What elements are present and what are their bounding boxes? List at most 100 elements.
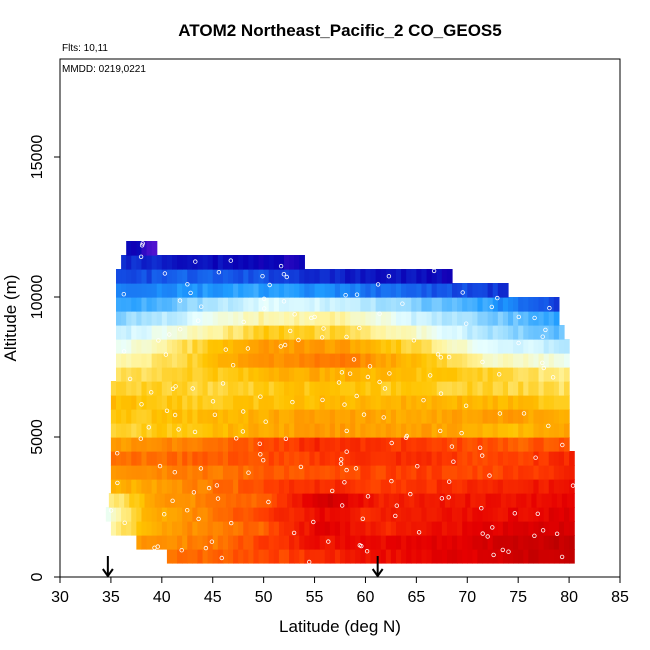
heatmap-cell bbox=[416, 283, 423, 298]
heatmap-cell bbox=[116, 269, 122, 284]
observation-point bbox=[344, 428, 349, 434]
heatmap-cell bbox=[390, 367, 397, 382]
heatmap-cell bbox=[116, 381, 122, 396]
heatmap-cell bbox=[136, 409, 143, 424]
heatmap-cell bbox=[558, 381, 565, 396]
observation-point bbox=[447, 479, 452, 484]
heatmap-cell bbox=[228, 409, 234, 424]
heatmap-cell bbox=[299, 535, 305, 550]
heatmap-cell bbox=[192, 451, 199, 466]
heatmap-cell bbox=[166, 381, 173, 396]
heatmap-cell bbox=[131, 465, 137, 480]
heatmap-cell bbox=[467, 409, 473, 424]
heatmap-cell bbox=[233, 367, 239, 382]
heatmap-cell bbox=[228, 297, 234, 312]
heatmap-cell bbox=[345, 423, 351, 438]
heatmap-cell bbox=[421, 521, 428, 536]
heatmap-cell bbox=[431, 381, 438, 396]
heatmap-cell bbox=[166, 409, 173, 424]
heatmap-cell bbox=[462, 451, 468, 466]
heatmap-cell bbox=[289, 269, 295, 284]
heatmap-cell bbox=[324, 451, 331, 466]
heatmap-cell bbox=[268, 311, 275, 326]
heatmap-cell bbox=[192, 521, 199, 536]
heatmap-cell bbox=[253, 367, 260, 382]
heatmap-cell bbox=[446, 283, 453, 298]
heatmap-cell bbox=[441, 507, 448, 522]
heatmap-cell bbox=[309, 423, 316, 438]
heatmap-cell bbox=[278, 339, 285, 354]
heatmap-cell bbox=[238, 311, 244, 326]
heatmap-cell bbox=[309, 409, 316, 424]
heatmap-cell bbox=[108, 493, 115, 508]
heatmap-cell bbox=[452, 521, 458, 536]
heatmap-cell bbox=[482, 353, 489, 368]
heatmap-cell bbox=[187, 409, 193, 424]
heatmap-cell bbox=[462, 311, 468, 326]
heatmap-cell bbox=[467, 423, 473, 438]
heatmap-cell bbox=[233, 465, 239, 480]
heatmap-cell bbox=[360, 437, 367, 452]
heatmap-cell bbox=[396, 339, 402, 354]
heatmap-cell bbox=[329, 297, 336, 312]
observation-point bbox=[140, 241, 145, 246]
heatmap-cell bbox=[319, 535, 326, 550]
y-axis-label: Altitude (m) bbox=[1, 275, 20, 362]
heatmap-cell bbox=[375, 479, 382, 494]
heatmap-cell bbox=[355, 339, 361, 354]
heatmap-cell bbox=[228, 549, 234, 564]
heatmap-cell bbox=[182, 353, 188, 368]
heatmap-cell bbox=[268, 325, 275, 340]
heatmap-cell bbox=[284, 353, 290, 368]
heatmap-cell bbox=[161, 283, 168, 298]
heatmap-cell bbox=[441, 423, 448, 438]
heatmap-cell bbox=[401, 367, 407, 382]
heatmap-cell bbox=[268, 255, 275, 270]
heatmap-cell bbox=[324, 549, 331, 564]
heatmap-cell bbox=[309, 381, 316, 396]
heatmap-cell bbox=[462, 479, 468, 494]
heatmap-cell bbox=[284, 507, 290, 522]
observation-point bbox=[210, 399, 216, 404]
heatmap-cell bbox=[564, 409, 570, 424]
heatmap-cell bbox=[192, 549, 199, 564]
heatmap-cell bbox=[457, 297, 463, 312]
heatmap-cell bbox=[166, 465, 173, 480]
heatmap-cell bbox=[334, 437, 341, 452]
heatmap-cell bbox=[516, 493, 522, 508]
heatmap-cell bbox=[472, 423, 479, 438]
heatmap-cell bbox=[523, 423, 529, 438]
heatmap-cell bbox=[441, 297, 448, 312]
heatmap-cell bbox=[492, 437, 499, 452]
heatmap-cell bbox=[452, 381, 458, 396]
heatmap-cell bbox=[141, 465, 148, 480]
heatmap-cell bbox=[462, 409, 468, 424]
heatmap-cell bbox=[472, 521, 479, 536]
heatmap-cell bbox=[202, 255, 209, 270]
heatmap-cell bbox=[289, 339, 295, 354]
heatmap-cell bbox=[436, 395, 443, 410]
heatmap-cell bbox=[558, 521, 565, 536]
heatmap-cell bbox=[446, 549, 453, 564]
heatmap-cell bbox=[350, 507, 356, 522]
heatmap-cell bbox=[126, 395, 132, 410]
heatmap-cell bbox=[263, 283, 270, 298]
observation-point bbox=[438, 355, 444, 360]
heatmap-cell bbox=[243, 451, 249, 466]
heatmap-cell bbox=[431, 325, 438, 340]
heatmap-cell bbox=[513, 521, 519, 536]
heatmap-cell bbox=[304, 311, 311, 326]
heatmap-cell bbox=[294, 535, 300, 550]
heatmap-cell bbox=[329, 381, 336, 396]
observation-point bbox=[351, 357, 357, 362]
heatmap-cell bbox=[497, 353, 504, 368]
heatmap-cell bbox=[370, 507, 377, 522]
observation-point bbox=[516, 340, 521, 346]
heatmap-cell bbox=[136, 437, 143, 452]
heatmap-cell bbox=[156, 437, 163, 452]
heatmap-cell bbox=[146, 255, 153, 270]
observation-point bbox=[291, 530, 297, 536]
heatmap-cell bbox=[467, 395, 473, 410]
heatmap-cell bbox=[345, 353, 351, 368]
heatmap-cell bbox=[380, 367, 387, 382]
